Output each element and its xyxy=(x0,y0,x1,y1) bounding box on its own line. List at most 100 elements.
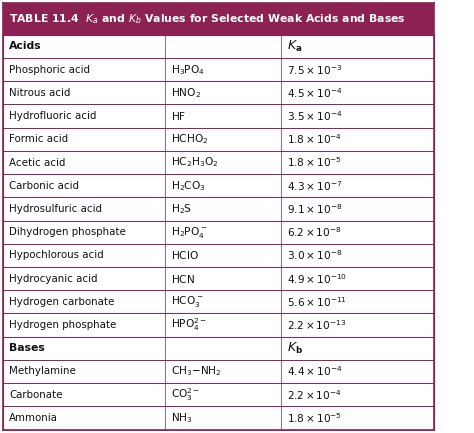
Text: $\mathregular{H_2PO_4^-}$: $\mathregular{H_2PO_4^-}$ xyxy=(171,225,207,240)
Text: $\mathregular{HC_2H_3O_2}$: $\mathregular{HC_2H_3O_2}$ xyxy=(171,155,218,169)
Text: $\mathregular{7.5 \times 10^{-3}}$: $\mathregular{7.5 \times 10^{-3}}$ xyxy=(287,63,342,77)
Text: Acids: Acids xyxy=(9,42,42,52)
Bar xyxy=(281,81,434,104)
Text: $\mathregular{NH_3}$: $\mathregular{NH_3}$ xyxy=(171,411,192,425)
Bar xyxy=(3,360,165,383)
Bar xyxy=(281,244,434,267)
Text: $\mathregular{6.2 \times 10^{-8}}$: $\mathregular{6.2 \times 10^{-8}}$ xyxy=(287,225,341,239)
Bar xyxy=(165,174,281,197)
Bar xyxy=(3,81,165,104)
Text: TABLE 11.4  $\mathit{K}_\mathit{a}$ and $\mathit{K}_\mathit{b}$ Values for Selec: TABLE 11.4 $\mathit{K}_\mathit{a}$ and $… xyxy=(9,12,405,26)
Bar xyxy=(165,197,281,220)
Text: $\mathbf{\mathit{K}}_\mathbf{b}$: $\mathbf{\mathit{K}}_\mathbf{b}$ xyxy=(287,341,303,356)
Text: Hydrofluoric acid: Hydrofluoric acid xyxy=(9,111,97,121)
Bar xyxy=(3,3,434,35)
Text: $\mathregular{HCHO_2}$: $\mathregular{HCHO_2}$ xyxy=(171,132,208,146)
Text: $\mathregular{9.1 \times 10^{-8}}$: $\mathregular{9.1 \times 10^{-8}}$ xyxy=(287,202,342,216)
Text: $\mathregular{CO_3^{2-}}$: $\mathregular{CO_3^{2-}}$ xyxy=(171,386,200,403)
Bar xyxy=(3,406,165,430)
Text: $\mathregular{5.6 \times 10^{-11}}$: $\mathregular{5.6 \times 10^{-11}}$ xyxy=(287,295,346,309)
Text: Bases: Bases xyxy=(9,343,45,353)
Bar xyxy=(3,267,165,290)
Text: $\mathregular{HCO_3^-}$: $\mathregular{HCO_3^-}$ xyxy=(171,294,203,309)
Text: $\mathregular{HPO_4^{2-}}$: $\mathregular{HPO_4^{2-}}$ xyxy=(171,317,207,333)
Text: $\mathregular{HF}$: $\mathregular{HF}$ xyxy=(171,110,186,122)
Bar xyxy=(3,313,165,337)
Bar xyxy=(3,290,165,313)
Text: Formic acid: Formic acid xyxy=(9,134,68,144)
Bar xyxy=(281,35,434,58)
Bar xyxy=(281,337,434,360)
Text: $\mathregular{H_2S}$: $\mathregular{H_2S}$ xyxy=(171,202,191,216)
Bar xyxy=(3,58,165,81)
Text: $\mathregular{1.8 \times 10^{-5}}$: $\mathregular{1.8 \times 10^{-5}}$ xyxy=(287,155,342,169)
Bar xyxy=(165,151,281,174)
Bar xyxy=(3,197,165,220)
Bar xyxy=(281,267,434,290)
Text: $\mathregular{4.3 \times 10^{-7}}$: $\mathregular{4.3 \times 10^{-7}}$ xyxy=(287,179,342,193)
Bar xyxy=(281,128,434,151)
Text: Carbonic acid: Carbonic acid xyxy=(9,181,79,191)
Bar xyxy=(165,35,281,58)
Bar xyxy=(165,337,281,360)
Text: $\mathregular{1.8 \times 10^{-5}}$: $\mathregular{1.8 \times 10^{-5}}$ xyxy=(287,411,342,425)
Text: $\mathregular{1.8 \times 10^{-4}}$: $\mathregular{1.8 \times 10^{-4}}$ xyxy=(287,132,342,146)
Bar xyxy=(165,128,281,151)
Bar xyxy=(165,58,281,81)
Text: Hydrogen carbonate: Hydrogen carbonate xyxy=(9,297,115,307)
Text: $\mathregular{2.2 \times 10^{-13}}$: $\mathregular{2.2 \times 10^{-13}}$ xyxy=(287,318,346,332)
Text: Carbonate: Carbonate xyxy=(9,390,63,400)
Bar xyxy=(281,104,434,128)
Bar xyxy=(281,313,434,337)
Bar xyxy=(3,35,165,58)
Text: Ammonia: Ammonia xyxy=(9,413,58,423)
Bar xyxy=(3,220,165,244)
Text: $\mathregular{3.0 \times 10^{-8}}$: $\mathregular{3.0 \times 10^{-8}}$ xyxy=(287,249,342,262)
Bar xyxy=(3,337,165,360)
Text: Phosphoric acid: Phosphoric acid xyxy=(9,65,90,74)
Bar xyxy=(165,81,281,104)
Bar xyxy=(281,58,434,81)
Bar xyxy=(3,244,165,267)
Text: Hydrosulfuric acid: Hydrosulfuric acid xyxy=(9,204,102,214)
Bar xyxy=(3,151,165,174)
Bar xyxy=(165,267,281,290)
Bar xyxy=(3,104,165,128)
Bar xyxy=(165,244,281,267)
Bar xyxy=(281,174,434,197)
Bar xyxy=(281,360,434,383)
Bar xyxy=(165,406,281,430)
Text: $\mathregular{HNO_2}$: $\mathregular{HNO_2}$ xyxy=(171,86,201,100)
Bar xyxy=(3,383,165,406)
Text: Hydrocyanic acid: Hydrocyanic acid xyxy=(9,274,98,284)
Text: Methylamine: Methylamine xyxy=(9,366,76,376)
Text: $\mathregular{H_2CO_3}$: $\mathregular{H_2CO_3}$ xyxy=(171,179,205,193)
Text: $\mathregular{HClO}$: $\mathregular{HClO}$ xyxy=(171,249,199,262)
Bar xyxy=(281,290,434,313)
Bar xyxy=(281,220,434,244)
Text: $\mathregular{4.4 \times 10^{-4}}$: $\mathregular{4.4 \times 10^{-4}}$ xyxy=(287,365,342,378)
Text: $\mathregular{4.9 \times 10^{-10}}$: $\mathregular{4.9 \times 10^{-10}}$ xyxy=(287,272,347,285)
Bar xyxy=(165,313,281,337)
Text: Hypochlorous acid: Hypochlorous acid xyxy=(9,250,104,260)
Text: Nitrous acid: Nitrous acid xyxy=(9,88,71,98)
Text: $\mathregular{4.5 \times 10^{-4}}$: $\mathregular{4.5 \times 10^{-4}}$ xyxy=(287,86,342,100)
Bar xyxy=(165,360,281,383)
Text: $\mathregular{HCN}$: $\mathregular{HCN}$ xyxy=(171,273,194,284)
Bar xyxy=(281,406,434,430)
Text: Acetic acid: Acetic acid xyxy=(9,158,65,168)
Bar xyxy=(165,220,281,244)
Bar xyxy=(281,197,434,220)
Text: $\mathregular{CH_3{-}NH_2}$: $\mathregular{CH_3{-}NH_2}$ xyxy=(171,365,221,378)
Text: Hydrogen phosphate: Hydrogen phosphate xyxy=(9,320,117,330)
Bar xyxy=(165,104,281,128)
Bar xyxy=(281,383,434,406)
Text: $\mathbf{\mathit{K}}_\mathbf{a}$: $\mathbf{\mathit{K}}_\mathbf{a}$ xyxy=(287,39,302,54)
Bar xyxy=(3,174,165,197)
Text: Dihydrogen phosphate: Dihydrogen phosphate xyxy=(9,227,126,237)
Bar xyxy=(281,151,434,174)
Text: $\mathregular{H_3PO_4}$: $\mathregular{H_3PO_4}$ xyxy=(171,63,204,77)
Bar xyxy=(3,128,165,151)
Bar xyxy=(165,290,281,313)
Text: $\mathregular{2.2 \times 10^{-4}}$: $\mathregular{2.2 \times 10^{-4}}$ xyxy=(287,388,341,401)
